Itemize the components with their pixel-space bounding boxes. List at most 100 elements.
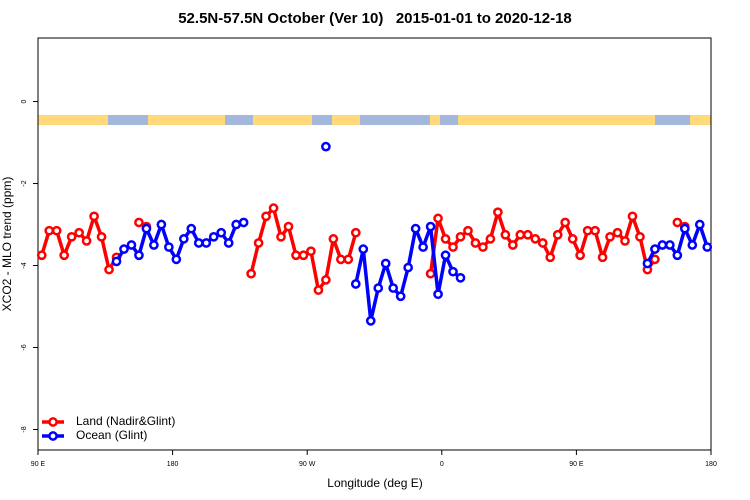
data-point <box>89 211 99 222</box>
data-point <box>642 258 653 269</box>
data-point <box>201 238 212 248</box>
data-point <box>635 231 645 242</box>
y-tick-label: -4 <box>21 262 28 268</box>
y-tick-label: -6 <box>21 344 28 350</box>
data-point <box>373 283 384 293</box>
data-point <box>156 219 167 230</box>
mask-ocean <box>440 115 458 125</box>
data-point <box>590 225 600 236</box>
data-point <box>410 223 421 234</box>
data-point <box>425 268 436 279</box>
x-tick-label: 90 W <box>299 461 316 468</box>
data-point <box>567 234 578 244</box>
data-point <box>104 264 114 275</box>
x-tick-label: 180 <box>705 461 717 468</box>
data-point <box>605 231 615 242</box>
data-point <box>388 283 399 293</box>
data-point <box>575 250 585 261</box>
data-point <box>193 238 204 248</box>
data-point <box>582 225 593 236</box>
x-tick-label: 90 E <box>569 461 584 468</box>
data-point <box>380 258 391 269</box>
data-point <box>560 217 571 228</box>
data-point <box>672 217 683 228</box>
data-point <box>448 242 458 252</box>
data-point <box>493 207 503 218</box>
data-point <box>306 246 316 257</box>
data-point <box>253 238 264 248</box>
mask-ocean <box>360 115 430 125</box>
data-point <box>36 250 47 261</box>
data-point <box>350 279 361 289</box>
data-point <box>178 234 189 244</box>
data-point <box>694 219 705 230</box>
data-point <box>418 242 428 252</box>
data-point <box>81 236 92 246</box>
plot-frame <box>37 37 712 451</box>
data-point <box>515 229 526 240</box>
data-point <box>66 231 77 242</box>
data-point <box>620 236 630 246</box>
data-point <box>291 250 301 261</box>
mask-ocean <box>225 115 253 125</box>
data-point <box>313 285 324 295</box>
data-point <box>612 227 623 238</box>
x-tick-label: 90 E <box>31 461 46 468</box>
x-tick-label: 0 <box>440 461 444 468</box>
data-point <box>470 238 481 248</box>
data-point <box>246 268 256 279</box>
data-point <box>298 250 309 261</box>
data-point <box>665 240 675 250</box>
y-axis-label: XCO2 - MLO trend (ppm) <box>0 177 14 312</box>
data-point <box>522 229 533 240</box>
x-axis-label: Longitude (deg E) <box>327 476 422 490</box>
data-point <box>223 238 234 248</box>
chart-title: 52.5N-57.5N October (Ver 10) 2015-01-01 … <box>178 10 572 27</box>
data-point <box>672 250 683 261</box>
y-tick-label: -8 <box>21 426 28 432</box>
data-point <box>650 244 660 254</box>
data-point <box>51 225 62 236</box>
legend-marker <box>48 431 58 441</box>
data-point <box>463 225 473 236</box>
data-point <box>395 291 406 302</box>
data-point <box>403 262 413 273</box>
data-point <box>283 221 294 232</box>
data-point <box>96 231 107 242</box>
data-point <box>238 217 249 228</box>
data-point <box>261 211 271 222</box>
data-point <box>186 223 197 234</box>
data-point <box>358 244 369 254</box>
y-tick-label: -2 <box>21 180 28 186</box>
mask-ocean <box>312 115 332 125</box>
data-point <box>141 223 152 234</box>
data-point <box>59 250 70 261</box>
data-point <box>216 227 227 238</box>
data-point <box>440 234 451 244</box>
data-point <box>336 254 346 265</box>
data-point <box>657 240 668 250</box>
data-point <box>537 238 548 248</box>
data-point <box>321 275 331 285</box>
data-point <box>702 242 713 252</box>
data-point <box>448 266 458 277</box>
data-point <box>171 254 182 265</box>
data-point <box>126 240 137 250</box>
data-point <box>425 221 436 232</box>
data-point <box>74 227 84 238</box>
data-point <box>597 252 608 263</box>
y-tick-label: 0 <box>21 99 28 103</box>
data-point <box>455 231 466 242</box>
data-point <box>134 217 144 228</box>
data-point <box>350 227 361 238</box>
data-point <box>433 289 443 300</box>
data-point <box>268 203 279 213</box>
data-point <box>485 234 496 244</box>
data-point <box>530 234 541 244</box>
data-point <box>687 240 698 250</box>
data-point <box>111 256 122 267</box>
data-point <box>149 240 159 250</box>
mask-ocean <box>655 115 690 125</box>
data-point <box>478 242 488 252</box>
